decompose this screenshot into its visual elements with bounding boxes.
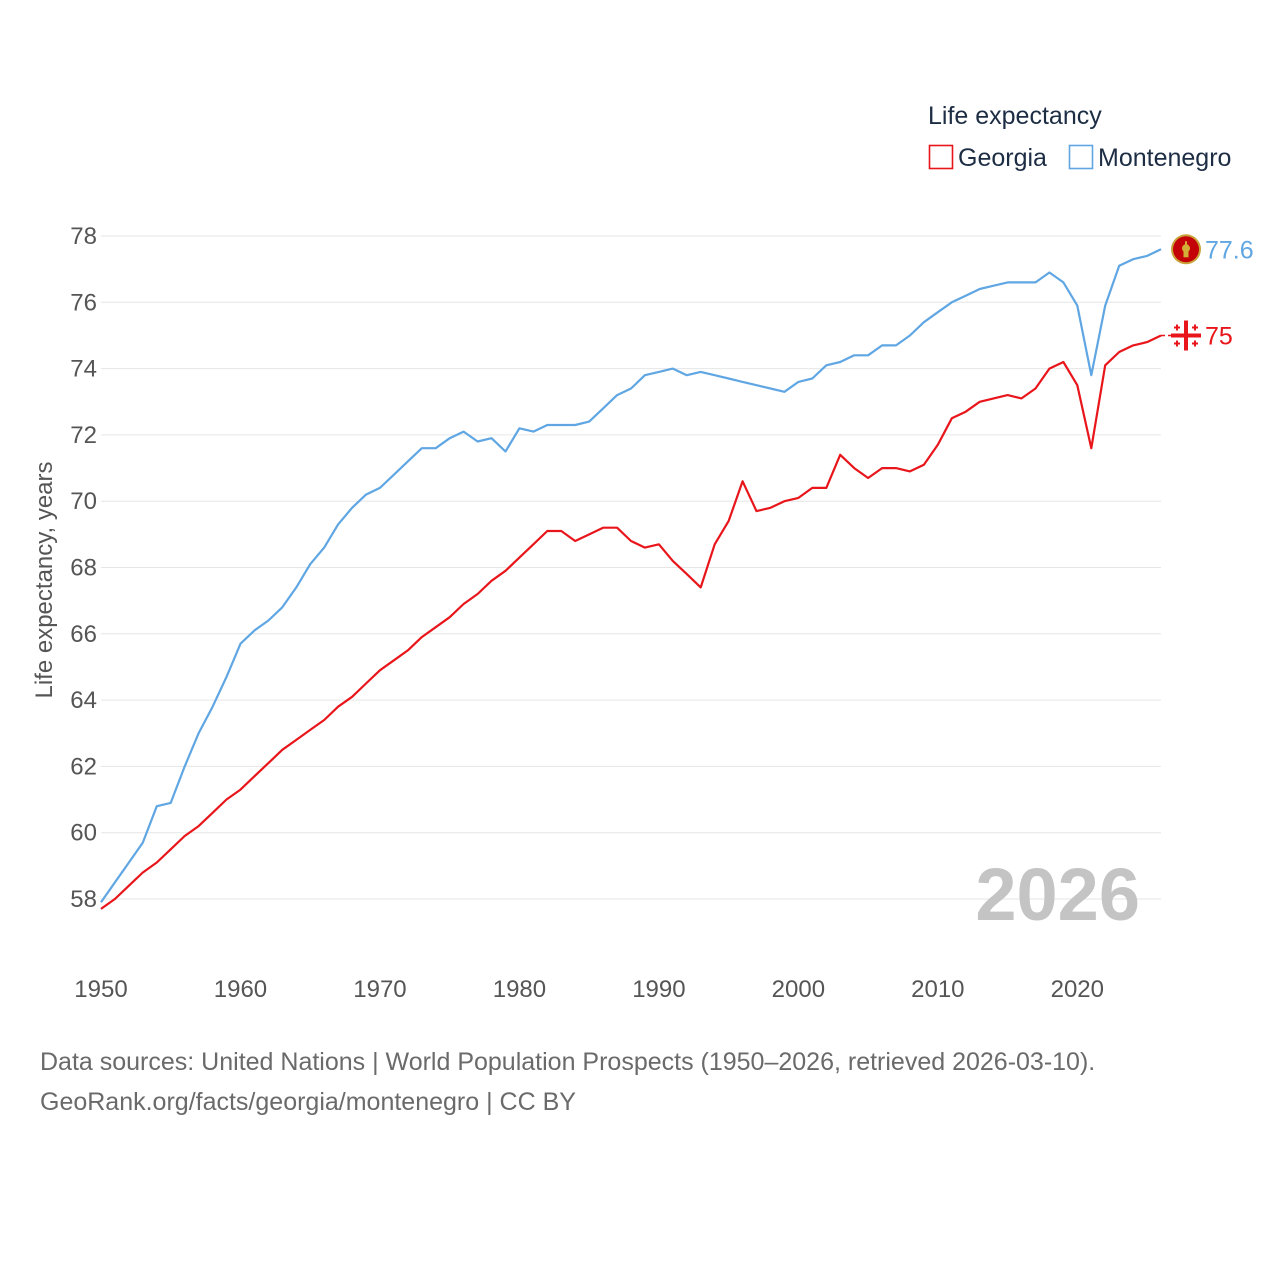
series-line-montenegro[interactable]	[100, 248, 1162, 903]
y-tick-label: 66	[70, 621, 97, 648]
end-value-georgia: 75	[1205, 323, 1233, 351]
y-tick-label: 62	[70, 753, 97, 780]
x-tick-label: 1970	[353, 976, 406, 1003]
georgia-flag-icon	[1171, 320, 1201, 351]
x-tick-label: 1990	[632, 976, 685, 1003]
end-marker-montenegro: 77.6	[1171, 234, 1254, 265]
series-lines	[100, 248, 1162, 910]
y-tick-label: 72	[70, 422, 97, 449]
year-watermark: 2026	[975, 853, 1140, 936]
axis-ticks: 58 60 62 64 66 68 70 72 74 76 78 1950 1960 1970 1980 19…	[70, 223, 1104, 1003]
source-line: Data sources: United Nations | World Pop…	[40, 1048, 1096, 1076]
end-marker-georgia: 75	[1161, 320, 1233, 351]
x-tick-label: 2010	[911, 976, 964, 1003]
x-tick-label: 1960	[214, 976, 267, 1003]
x-tick-label: 2000	[772, 976, 825, 1003]
y-tick-label: 60	[70, 820, 97, 847]
series-line-georgia[interactable]	[100, 334, 1162, 910]
y-tick-label: 58	[70, 886, 97, 913]
y-tick-label: 68	[70, 555, 97, 582]
x-tick-label: 1950	[74, 976, 127, 1003]
y-tick-label: 64	[70, 687, 97, 714]
y-tick-label: 74	[70, 356, 97, 383]
legend-swatch-georgia	[928, 144, 954, 170]
y-tick-label: 70	[70, 488, 97, 515]
data-source-note: Data sources: United Nations | World Pop…	[40, 1042, 1095, 1122]
y-tick-label: 78	[70, 223, 97, 250]
source-url[interactable]: GeoRank.org/facts/georgia/montenegro | C…	[40, 1088, 576, 1116]
legend: Life expectancy Georgia Montenegro	[928, 102, 1231, 172]
end-value-montenegro: 77.6	[1205, 236, 1254, 264]
legend-label-montenegro[interactable]: Montenegro	[1098, 144, 1231, 172]
montenegro-flag-icon	[1171, 234, 1201, 265]
x-tick-label: 1980	[493, 976, 546, 1003]
legend-label-georgia[interactable]: Georgia	[958, 144, 1047, 172]
legend-title: Life expectancy	[928, 102, 1102, 130]
y-tick-label: 76	[70, 289, 97, 316]
y-axis-label: Life expectancy, years	[31, 461, 58, 698]
legend-swatch-montenegro	[1068, 144, 1094, 170]
x-tick-label: 2020	[1051, 976, 1104, 1003]
grid-lines	[101, 235, 1161, 900]
